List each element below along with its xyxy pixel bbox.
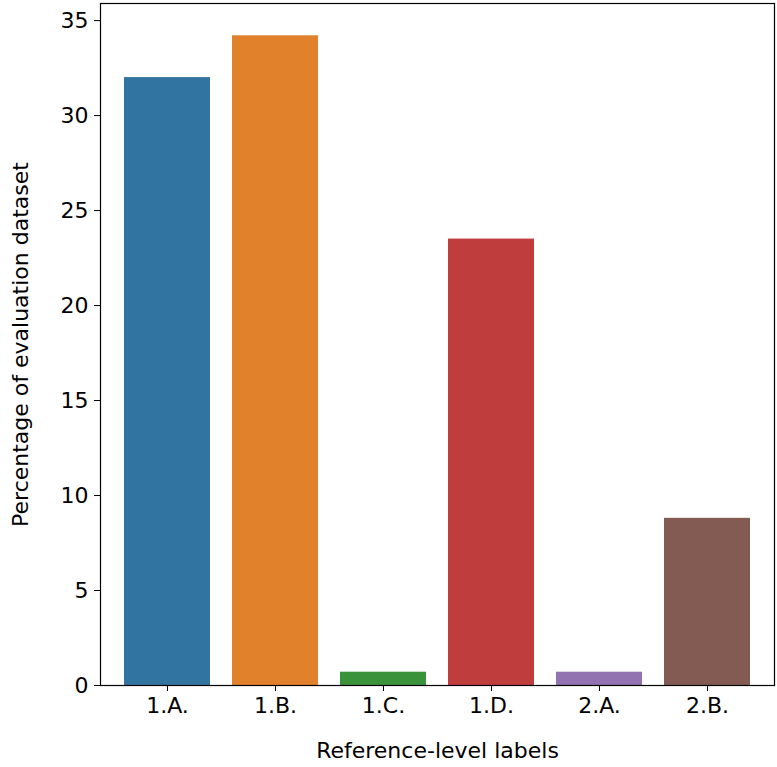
svg-text:10: 10 xyxy=(61,483,89,508)
svg-text:1.C.: 1.C. xyxy=(362,693,405,718)
svg-text:1.A.: 1.A. xyxy=(146,693,189,718)
svg-text:1.D.: 1.D. xyxy=(469,693,514,718)
svg-text:1.B.: 1.B. xyxy=(254,693,297,718)
svg-text:2.A.: 2.A. xyxy=(578,693,621,718)
svg-text:Reference-level labels: Reference-level labels xyxy=(316,738,559,763)
svg-text:15: 15 xyxy=(61,388,89,413)
svg-text:25: 25 xyxy=(61,198,89,223)
svg-text:30: 30 xyxy=(61,103,89,128)
svg-text:2.B.: 2.B. xyxy=(686,693,729,718)
svg-text:20: 20 xyxy=(61,293,89,318)
svg-text:35: 35 xyxy=(61,8,89,33)
svg-text:Percentage of evaluation datas: Percentage of evaluation dataset xyxy=(8,162,33,527)
svg-text:5: 5 xyxy=(75,578,89,603)
svg-text:0: 0 xyxy=(75,673,89,698)
